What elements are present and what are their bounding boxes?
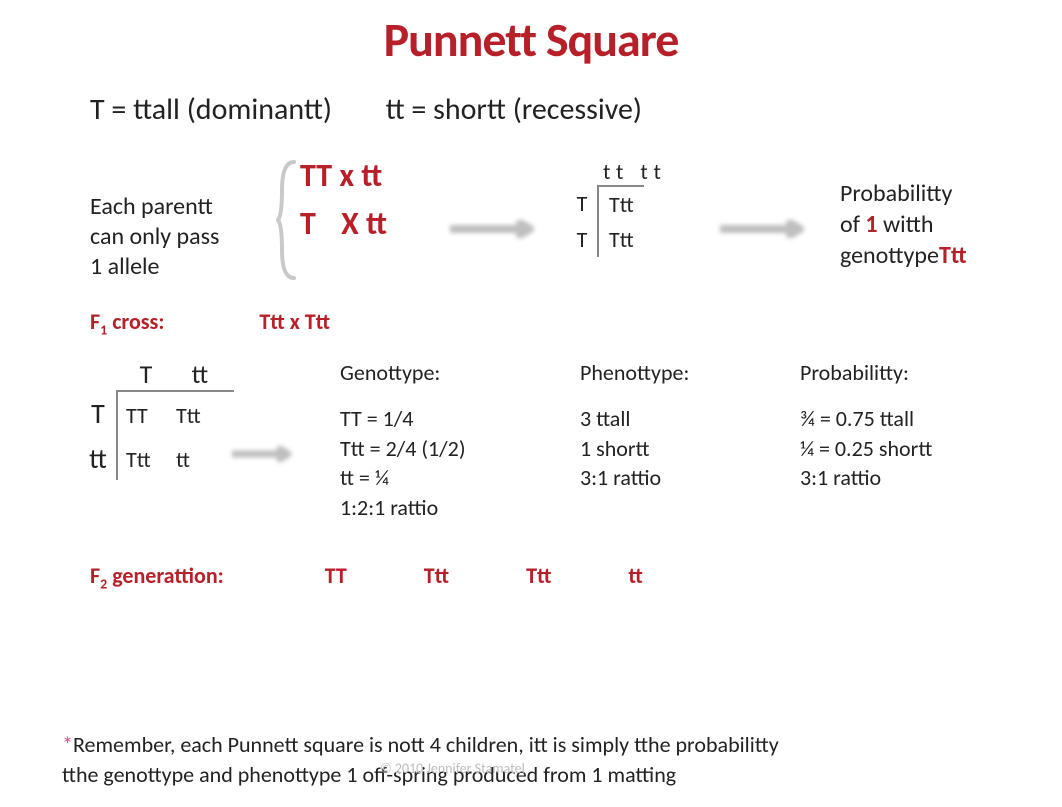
result-line: 3:1 rattio <box>580 463 689 493</box>
allele: T <box>80 396 116 431</box>
prob-line: of 1 witth <box>840 209 967 240</box>
f1-results-section: T tt T TTTtt tt Ttttt Genottype: TT = 1/… <box>0 358 1062 558</box>
parent-cross-split: T X tt <box>300 204 387 243</box>
legend-dominant: T = ttall (dominantt) <box>90 91 332 128</box>
cross-x: X <box>341 204 359 243</box>
f-suffix: generattion: <box>107 562 224 589</box>
watermark: © 2010 Jennifer Stamatel <box>380 760 525 777</box>
allele: tt <box>176 358 224 390</box>
result-line: Ttt = 2/4 (1/2) <box>340 434 466 464</box>
column-heading: Genottype: <box>340 358 466 388</box>
column-heading: Phenottype: <box>580 358 689 388</box>
top-alleles: T tt <box>80 358 234 390</box>
legend-recessive: tt = shortt (recessive) <box>386 91 642 128</box>
punnett-cell: TT <box>126 402 176 429</box>
result-line: TT = 1/4 <box>340 404 466 434</box>
arrow-right-icon <box>720 220 815 238</box>
parent-cross-full: TT x tt <box>300 156 382 195</box>
f-suffix: cross: <box>107 308 164 335</box>
result-line: 1 shortt <box>580 434 689 464</box>
f2-genotype: TT <box>325 562 347 589</box>
punnett-cell: Ttt <box>176 402 226 429</box>
prob-number: 1 <box>865 210 877 239</box>
curly-bracket-icon <box>276 160 298 280</box>
note-line: can only pass <box>90 222 219 252</box>
punnett-cell: Ttt <box>126 446 176 473</box>
prob-genotype: Ttt <box>939 241 967 270</box>
column-heading: Probabilitty: <box>800 358 932 388</box>
top-alleles: tt tt <box>567 158 667 185</box>
prob-line: genottypeTtt <box>840 240 967 271</box>
result-line: 3:1 rattio <box>800 463 932 493</box>
f2-genotype: Ttt <box>424 562 449 589</box>
punnett-cell: tt <box>176 446 226 473</box>
punnett-cell: Ttt <box>605 224 638 255</box>
f2-generation-label: F2 generattion: TT Ttt Ttt tt <box>0 562 1062 592</box>
punnett-square-f1: T tt T TTTtt tt Ttttt <box>80 358 234 480</box>
punnett-square-p1: tt tt T Ttt T Ttt <box>567 158 667 257</box>
f2-genotype: tt <box>628 562 642 589</box>
parent-allele-note: Each parentt can only pass 1 allele <box>90 192 219 282</box>
page-title: Punnett Square <box>0 10 1062 69</box>
result-line: 3 ttall <box>580 404 689 434</box>
f1-cross-label: F1 cross: Ttt x Ttt <box>0 308 1062 338</box>
f-label: F <box>90 308 100 335</box>
asterisk-icon: * <box>62 731 73 758</box>
phenotype-column: Phenottype: 3 ttall 1 shortt 3:1 rattio <box>580 358 689 493</box>
result-line: ¾ = 0.75 ttall <box>800 404 932 434</box>
f-label: F <box>90 562 100 589</box>
result-line: ¼ = 0.25 shortt <box>800 434 932 464</box>
allele-left: T <box>300 204 316 243</box>
note-line: Each parentt <box>90 192 219 222</box>
result-line: tt = ¼ <box>340 463 466 493</box>
allele: T <box>567 226 597 253</box>
allele: T <box>122 358 170 390</box>
probability-column: Probabilitty: ¾ = 0.75 ttall ¼ = 0.25 sh… <box>800 358 932 493</box>
allele-right: tt <box>366 204 387 243</box>
note-line: 1 allele <box>90 252 219 282</box>
allele: tt <box>80 441 116 476</box>
genotype-column: Genottype: TT = 1/4 Ttt = 2/4 (1/2) tt =… <box>340 358 466 522</box>
arrow-right-icon <box>232 446 300 462</box>
f1-cross-value: Ttt x Ttt <box>259 308 330 335</box>
allele-legend: T = ttall (dominantt) tt = shortt (reces… <box>0 91 1062 128</box>
footnote-line: *Remember, each Punnett square is nott 4… <box>62 730 779 760</box>
prob-line: Probabilitty <box>840 178 967 209</box>
allele: tt <box>640 158 666 185</box>
allele: tt <box>603 158 629 185</box>
p1-probability-text: Probabilitty of 1 witth genottypeTtt <box>840 178 967 272</box>
arrow-right-icon <box>450 220 545 238</box>
f2-genotype: Ttt <box>526 562 551 589</box>
allele: T <box>567 190 597 217</box>
result-line: 1:2:1 rattio <box>340 493 466 523</box>
punnett-cell: Ttt <box>605 189 638 220</box>
parent-cross-section: Each parentt can only pass 1 allele TT x… <box>0 142 1062 302</box>
